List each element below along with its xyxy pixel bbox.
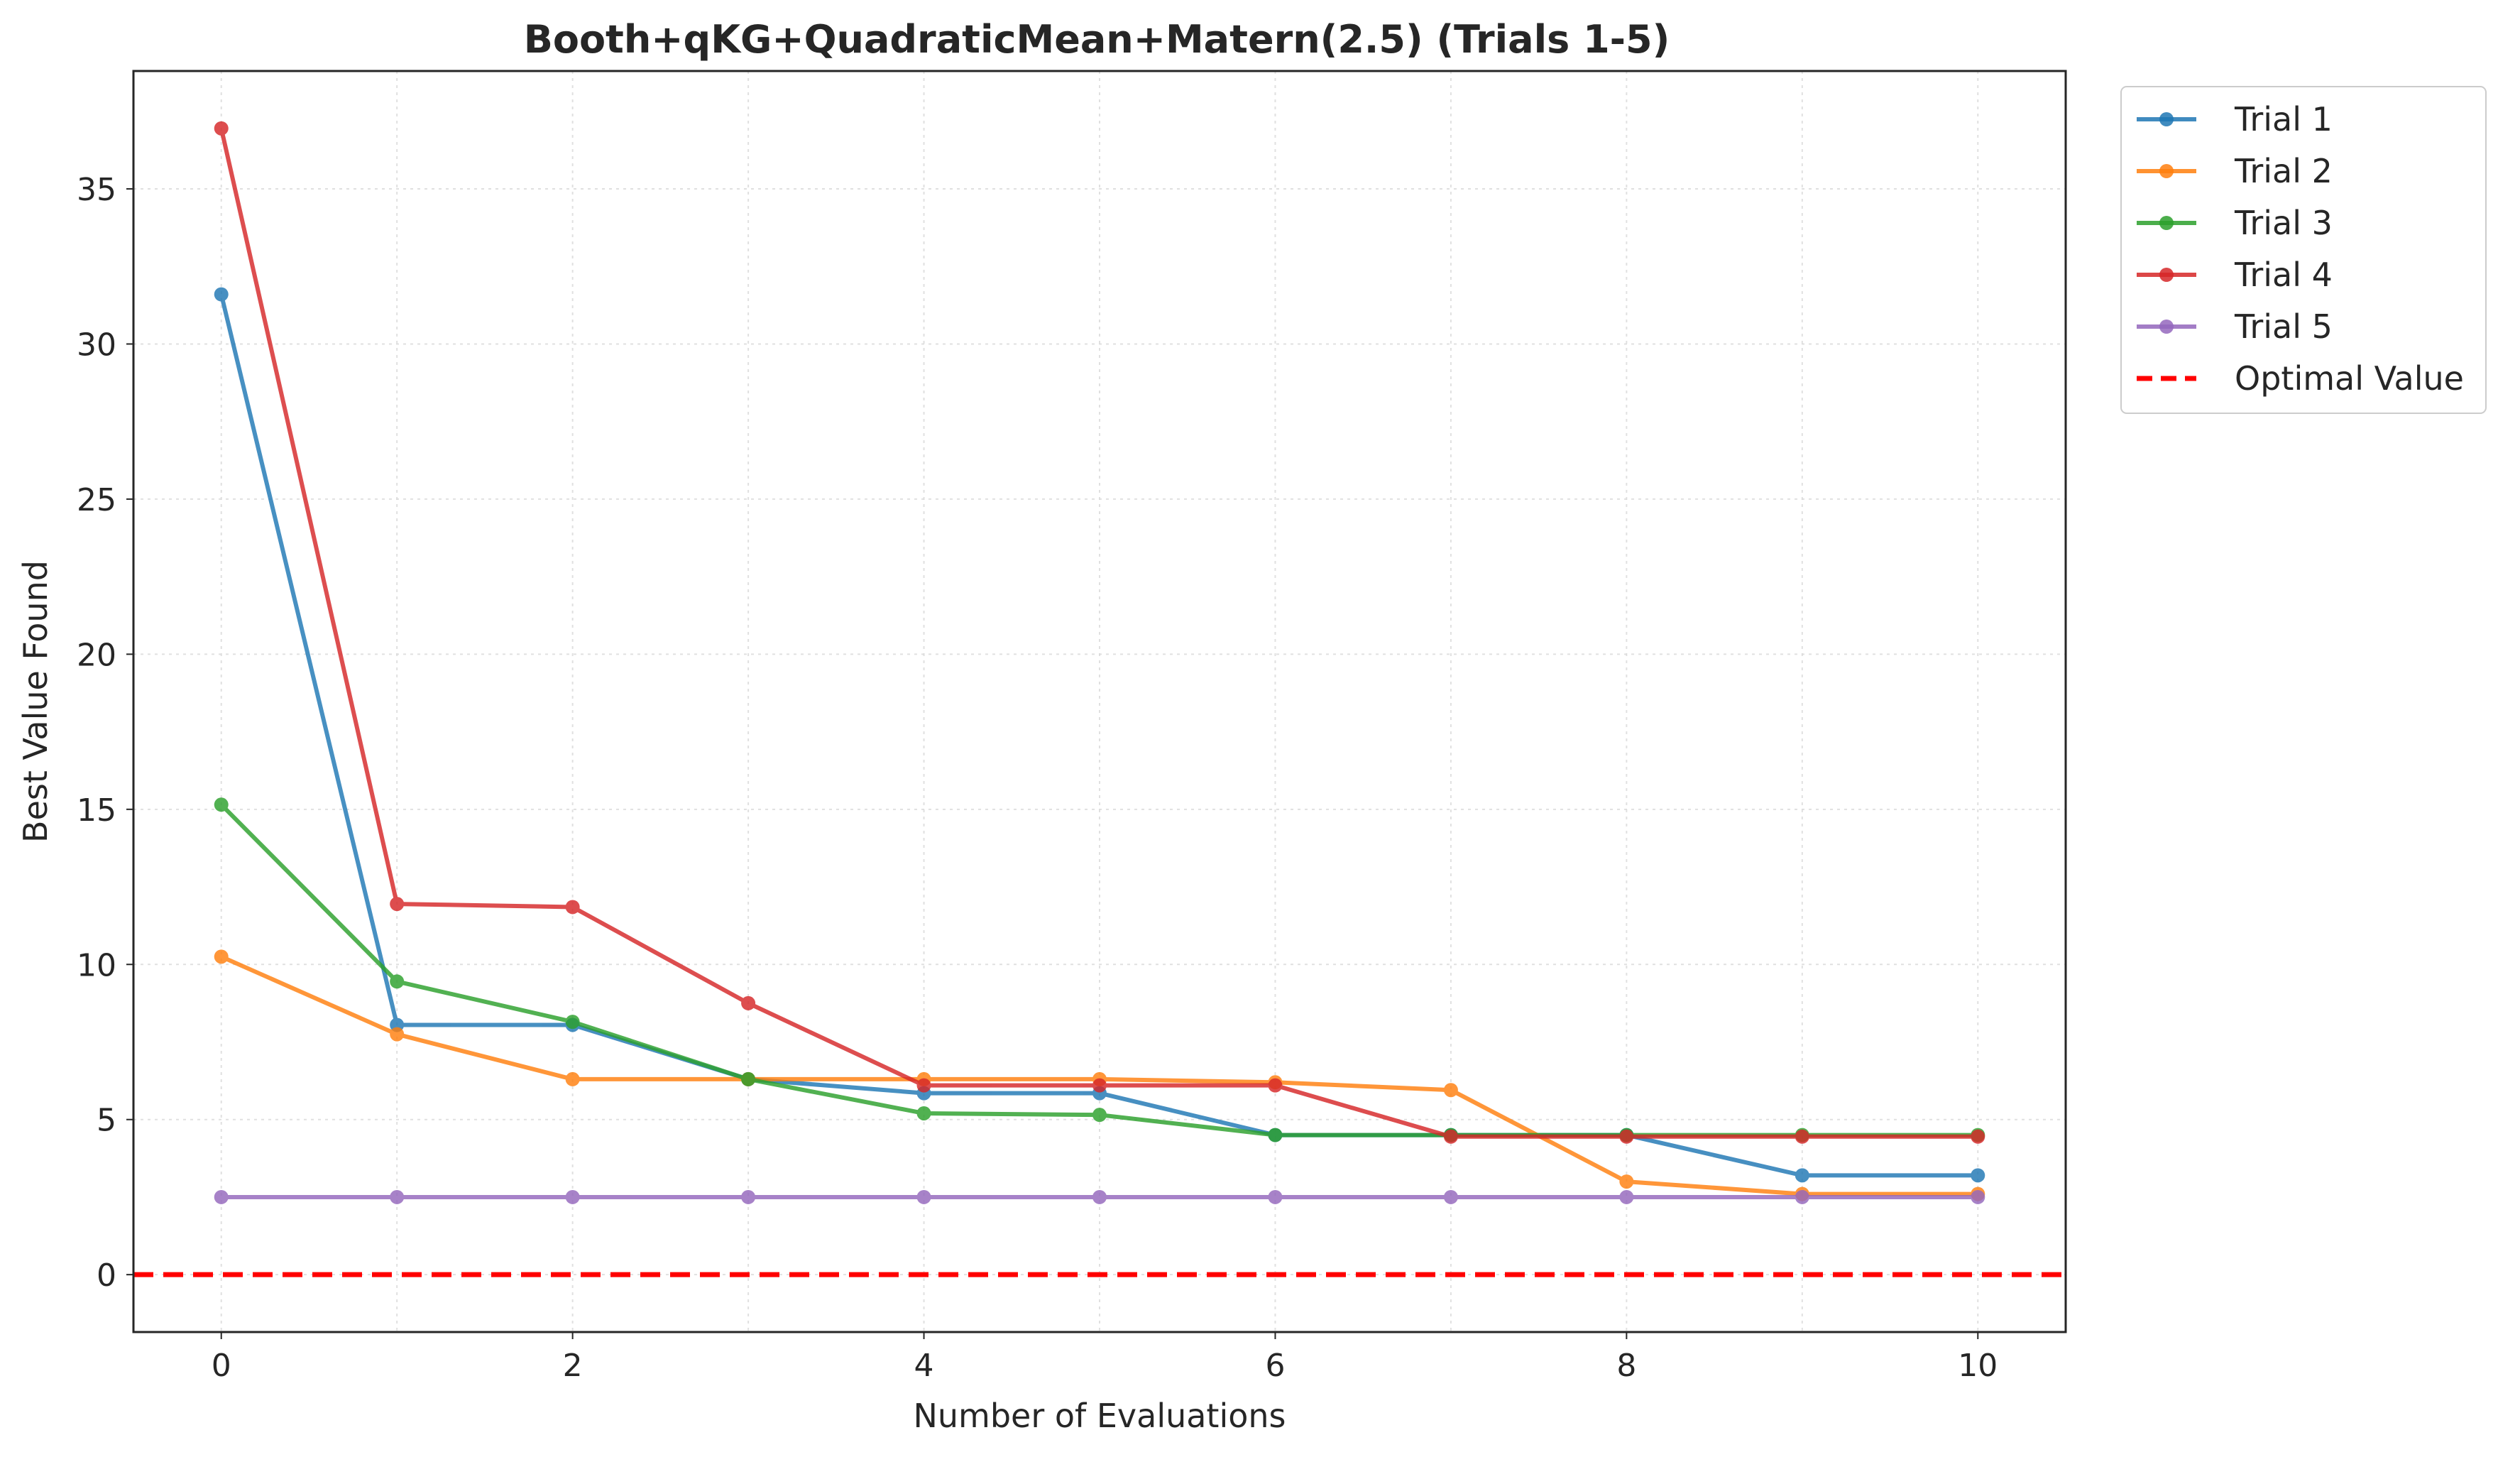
data-point bbox=[1092, 1108, 1107, 1123]
data-point bbox=[741, 1071, 756, 1086]
y-tick-label: 10 bbox=[77, 947, 116, 983]
data-point bbox=[1971, 1168, 1985, 1183]
data-point bbox=[1092, 1078, 1107, 1093]
data-point bbox=[214, 1189, 229, 1204]
data-point bbox=[916, 1078, 931, 1093]
chart-title: Booth+qKG+QuadraticMean+Matern(2.5) (Tri… bbox=[524, 17, 1670, 62]
data-point bbox=[390, 897, 405, 912]
data-point bbox=[1268, 1128, 1283, 1142]
data-point bbox=[1443, 1189, 1458, 1204]
legend: Trial 1 Trial 2 Trial 3 Trial 4 Trial 5 Optim… bbox=[2120, 86, 2487, 414]
data-point bbox=[214, 797, 229, 812]
data-point bbox=[1268, 1189, 1283, 1204]
data-point bbox=[1619, 1189, 1634, 1204]
data-point bbox=[1619, 1174, 1634, 1189]
y-tick-label: 5 bbox=[97, 1103, 116, 1139]
y-tick-label: 20 bbox=[77, 637, 116, 673]
legend-box bbox=[2120, 86, 2487, 414]
data-point bbox=[1971, 1129, 1985, 1144]
y-axis-label: Best Value Found bbox=[16, 560, 55, 843]
data-point bbox=[1795, 1168, 1809, 1183]
data-point bbox=[565, 1015, 580, 1030]
y-tick-label: 35 bbox=[77, 172, 116, 208]
data-point bbox=[916, 1106, 931, 1120]
legend-label: Trial 4 bbox=[2234, 256, 2333, 294]
y-axis-ticks: 0 5 10 15 20 25 30 35 bbox=[77, 172, 133, 1294]
x-tick-label: 4 bbox=[914, 1348, 934, 1384]
data-point bbox=[565, 1071, 580, 1086]
legend-label: Trial 2 bbox=[2234, 152, 2333, 190]
data-point bbox=[214, 121, 229, 136]
x-tick-label: 2 bbox=[563, 1348, 583, 1384]
data-point bbox=[1092, 1189, 1107, 1204]
data-point bbox=[390, 1189, 405, 1204]
data-point bbox=[1795, 1129, 1809, 1144]
data-point bbox=[1971, 1189, 1985, 1204]
data-point bbox=[1619, 1129, 1634, 1144]
y-tick-label: 30 bbox=[77, 327, 116, 363]
legend-label: Optimal Value bbox=[2235, 359, 2464, 398]
y-tick-label: 0 bbox=[97, 1257, 116, 1294]
legend-label: Trial 3 bbox=[2234, 204, 2333, 242]
legend-marker bbox=[2159, 216, 2174, 230]
x-axis-label: Number of Evaluations bbox=[913, 1397, 1286, 1435]
grid bbox=[133, 71, 2066, 1332]
legend-label: Trial 1 bbox=[2234, 100, 2333, 138]
data-point bbox=[565, 1189, 580, 1204]
x-tick-label: 6 bbox=[1265, 1348, 1285, 1384]
data-point bbox=[214, 287, 229, 302]
data-point bbox=[390, 974, 405, 989]
y-tick-label: 15 bbox=[77, 792, 116, 829]
x-tick-label: 10 bbox=[1958, 1348, 1998, 1384]
data-point bbox=[741, 1189, 756, 1204]
x-tick-label: 8 bbox=[1616, 1348, 1636, 1384]
data-point bbox=[565, 900, 580, 915]
series-lines bbox=[214, 121, 1985, 1204]
x-tick-label: 0 bbox=[212, 1348, 231, 1384]
data-point bbox=[1443, 1083, 1458, 1098]
series-4 bbox=[214, 121, 1985, 1144]
plot-frame bbox=[132, 70, 2067, 1333]
legend-marker bbox=[2159, 112, 2174, 126]
data-point bbox=[1268, 1078, 1283, 1093]
legend-marker bbox=[2159, 268, 2174, 282]
x-axis-ticks: 0 2 4 6 8 10 bbox=[212, 1332, 1998, 1384]
data-point bbox=[214, 949, 229, 964]
legend-marker bbox=[2159, 164, 2174, 178]
data-point bbox=[916, 1189, 931, 1204]
y-tick-label: 25 bbox=[77, 482, 116, 518]
data-point bbox=[390, 1027, 405, 1042]
data-point bbox=[1795, 1189, 1809, 1204]
data-point bbox=[741, 995, 756, 1010]
data-point bbox=[1443, 1129, 1458, 1144]
legend-label: Trial 5 bbox=[2234, 307, 2333, 346]
legend-marker bbox=[2159, 320, 2174, 334]
series-5 bbox=[214, 1189, 1985, 1204]
